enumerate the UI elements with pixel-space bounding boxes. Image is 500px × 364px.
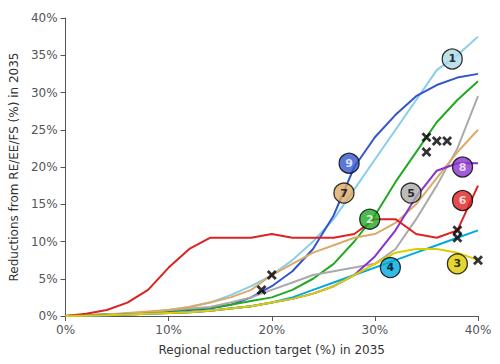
svg-text:20%: 20%	[31, 160, 58, 174]
svg-text:30%: 30%	[31, 86, 58, 100]
svg-text:35%: 35%	[31, 48, 58, 62]
svg-text:9: 9	[345, 157, 353, 170]
svg-text:10%: 10%	[31, 235, 58, 249]
svg-text:40%: 40%	[31, 11, 58, 25]
svg-text:0%: 0%	[56, 323, 75, 337]
svg-text:5: 5	[407, 187, 415, 200]
svg-text:2: 2	[366, 213, 374, 226]
svg-text:4: 4	[387, 261, 395, 274]
svg-text:Regional reduction target (%): Regional reduction target (%) in 2035	[159, 343, 385, 357]
svg-text:Reductions from RE/EE/FS (%) i: Reductions from RE/EE/FS (%) in 2035	[7, 53, 21, 282]
svg-text:1: 1	[448, 52, 456, 65]
svg-text:6: 6	[459, 194, 467, 207]
svg-text:25%: 25%	[31, 123, 58, 137]
svg-text:8: 8	[459, 161, 467, 174]
svg-text:7: 7	[340, 187, 348, 200]
svg-text:15%: 15%	[31, 197, 58, 211]
svg-text:30%: 30%	[362, 323, 389, 337]
svg-text:10%: 10%	[155, 323, 182, 337]
svg-text:40%: 40%	[465, 323, 492, 337]
svg-text:0%: 0%	[39, 309, 58, 323]
svg-text:3: 3	[454, 257, 462, 270]
svg-text:5%: 5%	[39, 272, 58, 286]
svg-text:20%: 20%	[258, 323, 285, 337]
